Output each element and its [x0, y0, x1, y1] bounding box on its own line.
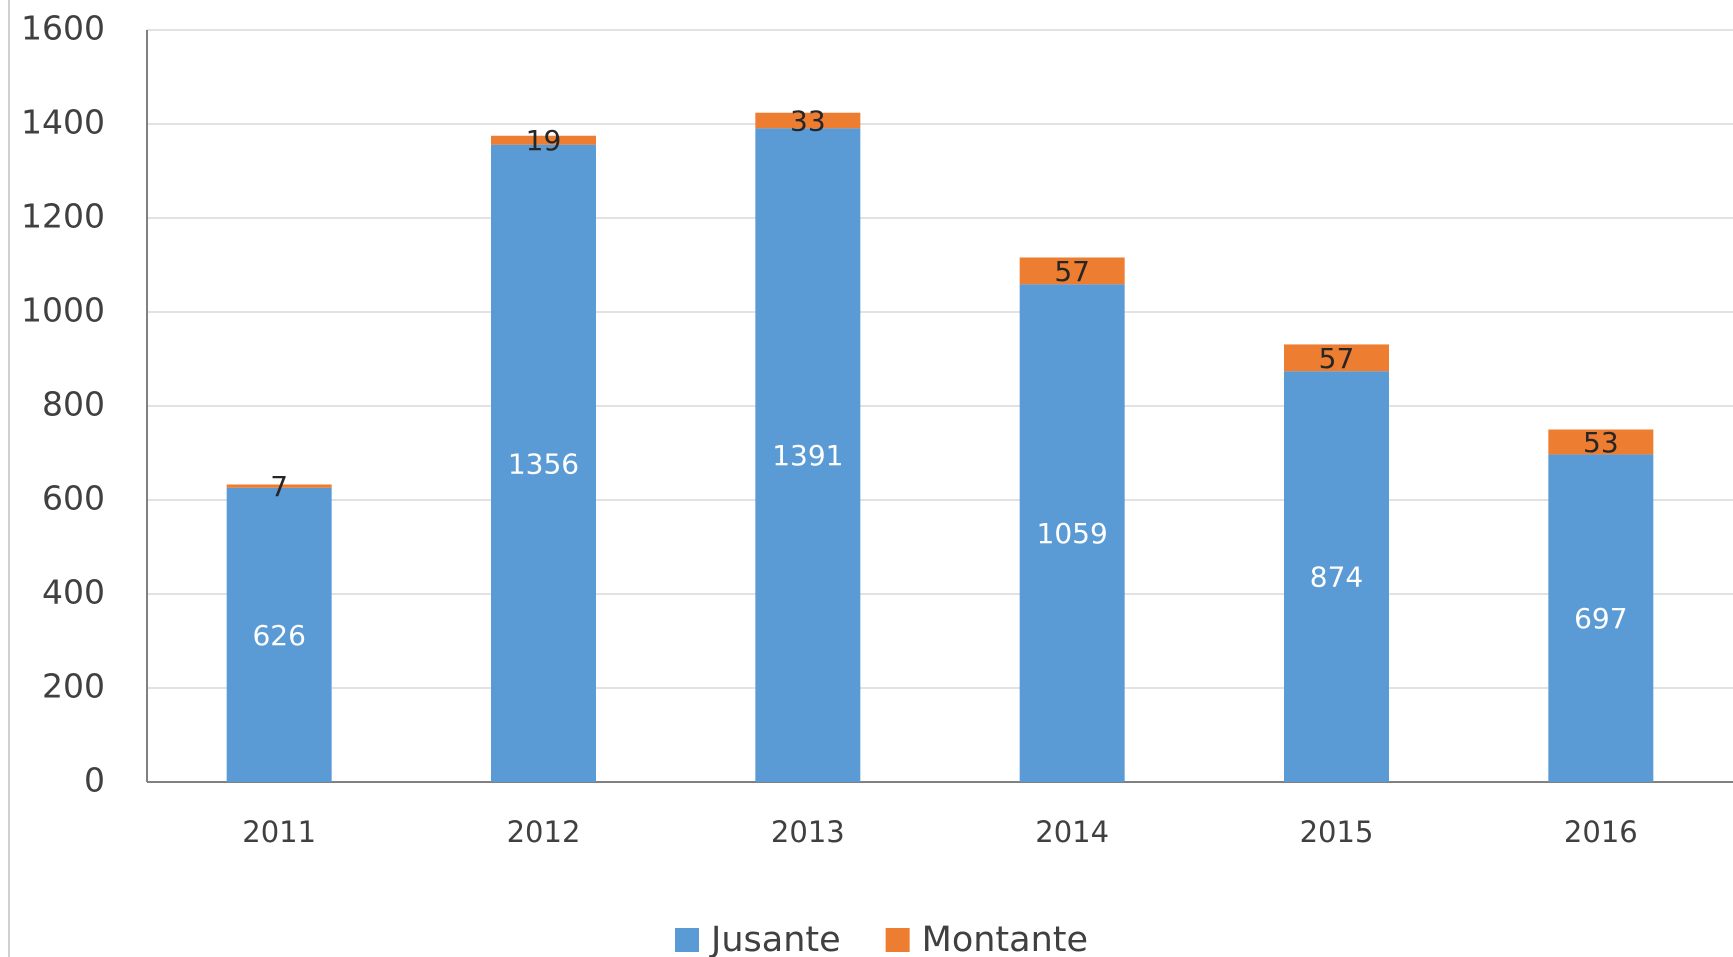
x-tick-label: 2015 — [1300, 815, 1374, 849]
x-tick-label: 2014 — [1035, 815, 1109, 849]
bar-segment — [1548, 454, 1654, 782]
data-label: 1356 — [508, 447, 579, 480]
data-label: 57 — [1319, 342, 1355, 375]
y-tick-label: 400 — [42, 573, 105, 612]
legend-swatch — [885, 928, 910, 952]
bar-segment — [1284, 371, 1389, 782]
y-tick-label: 1600 — [21, 9, 105, 48]
data-label: 33 — [790, 104, 826, 137]
legend-label: Montante — [922, 920, 1088, 957]
data-label: 626 — [252, 619, 305, 652]
legend-label: Jusante — [709, 920, 841, 957]
y-tick-label: 1400 — [21, 103, 105, 142]
y-tick-label: 800 — [42, 385, 105, 424]
x-tick-label: 2016 — [1564, 815, 1638, 849]
data-label: 874 — [1310, 561, 1363, 594]
y-tick-label: 0 — [84, 761, 105, 800]
y-tick-label: 1000 — [21, 291, 105, 330]
x-tick-label: 2013 — [771, 815, 845, 849]
bar-segment — [491, 144, 596, 782]
x-tick-label: 2012 — [507, 815, 581, 849]
bar-segment — [491, 135, 596, 145]
bar-segment — [755, 128, 861, 783]
y-tick-label: 600 — [42, 479, 105, 518]
data-label: 697 — [1574, 602, 1627, 635]
data-label: 53 — [1583, 426, 1619, 459]
bar-segment — [755, 112, 861, 129]
data-label: 7 — [270, 470, 288, 503]
bar-segment — [1548, 429, 1654, 455]
x-tick-label: 2011 — [242, 815, 316, 849]
y-tick-label: 200 — [42, 667, 105, 706]
bar-segment — [1019, 284, 1125, 782]
data-label: 1391 — [772, 439, 843, 472]
bar-segment — [1284, 344, 1389, 372]
bar-segment — [1019, 257, 1125, 285]
bar-segment — [226, 484, 332, 488]
y-tick-label: 1200 — [21, 197, 105, 236]
data-label: 19 — [526, 124, 562, 157]
legend-swatch — [675, 928, 699, 952]
data-label: 1059 — [1037, 517, 1108, 550]
bar-segment — [226, 487, 332, 782]
data-label: 57 — [1054, 255, 1090, 288]
